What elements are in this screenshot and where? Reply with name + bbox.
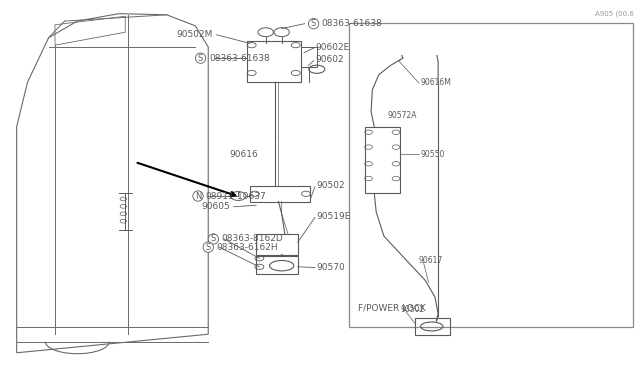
Text: 08911-10637: 08911-10637 — [205, 192, 266, 201]
Text: N: N — [195, 192, 201, 201]
Text: 90605: 90605 — [202, 202, 230, 211]
Text: 90572A: 90572A — [388, 111, 417, 120]
Text: 08363-6162H: 08363-6162H — [216, 243, 278, 251]
Bar — [301, 47, 317, 67]
Text: 08363-61638: 08363-61638 — [321, 19, 382, 28]
Text: 90550: 90550 — [420, 150, 445, 159]
Text: S: S — [211, 234, 216, 244]
Bar — [415, 318, 450, 335]
Bar — [246, 41, 301, 82]
Bar — [256, 234, 298, 254]
Text: 90502: 90502 — [401, 305, 425, 314]
Bar — [349, 23, 633, 327]
Text: 08363-8162D: 08363-8162D — [221, 234, 283, 244]
Text: 90616M: 90616M — [420, 78, 451, 87]
Text: S: S — [311, 19, 316, 28]
Text: S: S — [205, 243, 211, 251]
Text: 90616: 90616 — [229, 150, 258, 159]
Bar — [250, 186, 310, 202]
Text: 90519E: 90519E — [316, 212, 351, 221]
Text: A905 (00.6: A905 (00.6 — [595, 10, 634, 17]
Text: S: S — [198, 54, 204, 62]
Text: 90502: 90502 — [316, 181, 345, 190]
Text: 90617: 90617 — [419, 256, 443, 264]
Text: 08363-61638: 08363-61638 — [209, 54, 269, 62]
Bar — [365, 127, 400, 193]
Text: F/POWER LOCK: F/POWER LOCK — [358, 303, 426, 312]
Bar — [256, 256, 298, 274]
Text: 90502M: 90502M — [177, 29, 212, 39]
Text: 90602: 90602 — [315, 55, 344, 64]
Text: 90602E: 90602E — [315, 43, 349, 52]
Text: 90570: 90570 — [316, 263, 345, 272]
